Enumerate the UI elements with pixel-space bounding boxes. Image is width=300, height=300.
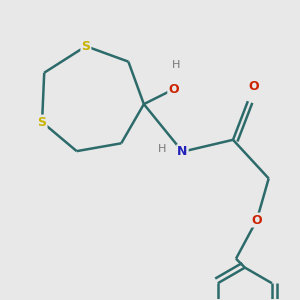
Text: H: H — [172, 61, 181, 70]
Text: N: N — [177, 145, 188, 158]
Text: O: O — [168, 83, 179, 96]
Text: O: O — [251, 214, 262, 226]
Text: S: S — [81, 40, 90, 53]
Text: S: S — [38, 116, 46, 129]
Text: H: H — [158, 144, 166, 154]
Text: O: O — [248, 80, 259, 93]
